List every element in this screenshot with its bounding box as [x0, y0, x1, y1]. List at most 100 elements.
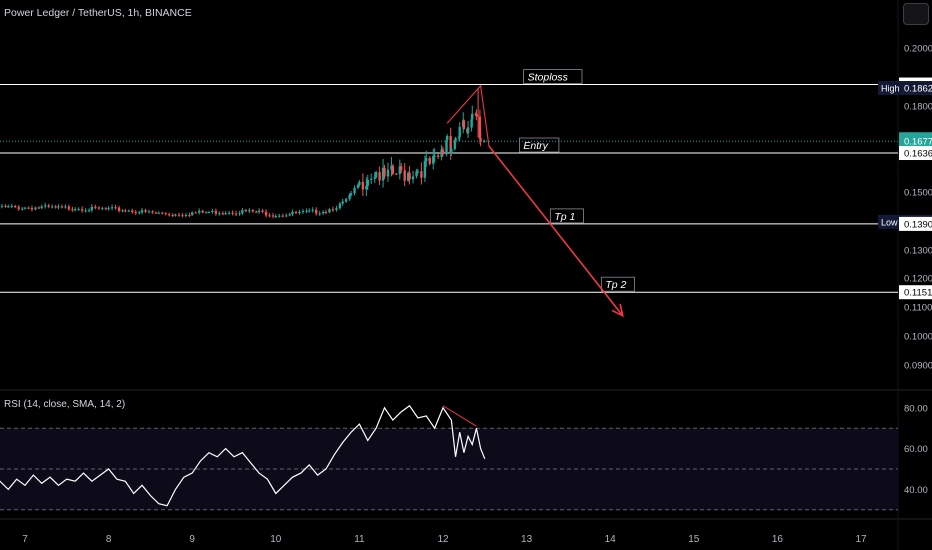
candle-body	[395, 173, 398, 175]
candle-body	[294, 211, 298, 214]
candle-body	[0, 205, 4, 207]
candle-body	[255, 211, 258, 213]
candle-body	[381, 167, 385, 181]
projection-arrow-line	[488, 145, 624, 317]
candle-body	[425, 158, 428, 161]
candle-body	[411, 176, 415, 180]
candle-body	[161, 212, 164, 214]
candle-body	[17, 207, 20, 210]
candle-body	[358, 181, 361, 185]
stoploss-label-box	[523, 69, 583, 84]
candle-body	[201, 210, 204, 213]
candle-body	[181, 215, 184, 217]
candle-body	[67, 206, 71, 210]
current-price-value: 0.1677	[904, 136, 932, 147]
stoploss-label: Stoploss	[528, 72, 569, 84]
x-tick-label: 17	[855, 534, 867, 545]
candle-body	[221, 213, 225, 215]
tp-2-label-box	[600, 276, 635, 292]
candle-body	[338, 203, 342, 209]
high-low-badge	[899, 81, 932, 96]
chart-title: Power Ledger / TetherUS, 1h, BINANCE	[4, 7, 192, 19]
candle-body	[305, 210, 308, 212]
candle-body	[80, 209, 84, 211]
x-tick-label: 12	[437, 534, 449, 545]
rsi-divergence-line	[442, 405, 477, 427]
candle-body	[214, 210, 218, 214]
candle-body	[353, 187, 356, 194]
candle-body	[114, 207, 117, 209]
candle-body	[134, 212, 137, 214]
candle-body	[177, 214, 181, 216]
candle-body	[440, 149, 443, 157]
candle-body	[127, 210, 131, 212]
candle-body	[231, 212, 234, 214]
candle-body	[207, 212, 211, 214]
rsi-line	[0, 404, 486, 507]
level-price-value: 0.1636	[904, 149, 932, 160]
candle-body	[445, 136, 449, 140]
window-button[interactable]	[903, 3, 929, 25]
candle-body	[406, 172, 410, 181]
candle-body	[458, 126, 461, 137]
candle-body	[335, 208, 338, 210]
price-tick-label: 0.1500	[904, 188, 932, 199]
price-tick-label: 0.0900	[904, 361, 932, 372]
x-tick-label: 16	[772, 534, 784, 545]
tp-1-label: Tp 1	[554, 211, 575, 223]
candle-body	[107, 208, 110, 210]
candle-body	[281, 215, 284, 217]
candle-body	[14, 205, 17, 208]
candle-body	[90, 206, 94, 211]
candle-body	[54, 206, 57, 208]
projection-arrow-head	[611, 303, 624, 318]
candle-body	[174, 214, 177, 216]
x-tick-label: 9	[189, 534, 195, 545]
x-tick-label: 8	[106, 534, 112, 545]
candle-body	[311, 209, 314, 211]
candle-body	[450, 148, 453, 154]
candle-body	[37, 207, 41, 209]
candle-body	[288, 214, 291, 216]
candle-body	[391, 165, 395, 174]
candle-body	[73, 209, 77, 211]
price-tick-label: 0.1300	[904, 246, 932, 257]
candle-body	[315, 209, 318, 214]
candle-body	[398, 166, 402, 175]
candle-body	[470, 119, 473, 128]
candle-body	[97, 207, 101, 209]
candle-body	[453, 140, 457, 149]
candle-body	[264, 211, 268, 216]
candle-body	[241, 210, 244, 214]
candle-body	[188, 215, 191, 217]
candle-body	[445, 139, 448, 155]
candle-body	[261, 210, 264, 212]
candle-body	[194, 212, 197, 214]
stoploss-triangle	[446, 84, 490, 147]
x-tick-label: 10	[270, 534, 282, 545]
candle-body	[104, 208, 108, 210]
level-price-badge	[899, 216, 932, 231]
x-tick-label: 13	[521, 534, 533, 545]
candle-body	[124, 210, 127, 212]
candle-body	[224, 213, 227, 215]
candle-body	[341, 201, 344, 204]
x-tick-label: 11	[354, 534, 365, 545]
candle-body	[21, 208, 24, 210]
high-low-value: 0.1862	[904, 84, 932, 95]
candle-body	[361, 181, 365, 190]
candle-body	[77, 209, 80, 211]
high-low-tag: Low	[881, 217, 898, 227]
candle-body	[400, 166, 403, 171]
candle-body	[471, 113, 474, 120]
rsi-tick-label: 80.00	[904, 403, 928, 414]
tp-2-label: Tp 2	[605, 279, 626, 291]
candle-body	[171, 215, 174, 217]
candle-body	[251, 210, 255, 212]
candle-body	[423, 160, 427, 178]
candle-body	[403, 170, 406, 181]
candle-body	[87, 210, 91, 212]
candle-body	[328, 209, 331, 213]
candle-body	[184, 215, 188, 217]
